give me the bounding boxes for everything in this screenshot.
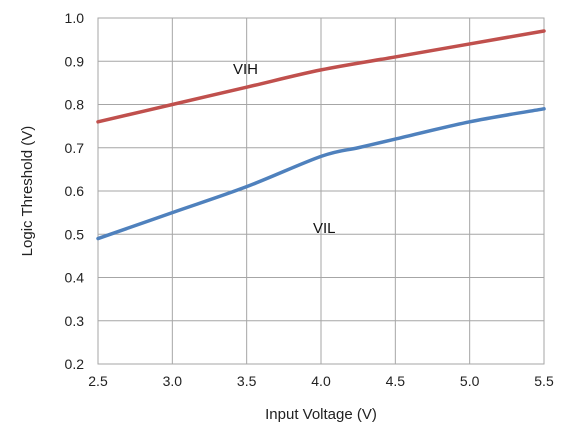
x-tick-label: 4.5 <box>386 373 406 389</box>
y-tick-label: 0.6 <box>65 183 85 199</box>
x-tick-label: 3.5 <box>237 373 257 389</box>
series-line-vil <box>96 107 546 241</box>
y-tick-label: 0.4 <box>65 270 85 286</box>
x-tick-label: 4.0 <box>311 373 331 389</box>
series-label-vil: VIL <box>313 220 336 237</box>
x-tick-label: 5.0 <box>460 373 480 389</box>
y-tick-label: 0.5 <box>65 226 85 242</box>
y-axis-label: Logic Threshold (V) <box>19 126 36 257</box>
series-layer <box>96 29 546 241</box>
series-label-vih: VIH <box>233 61 258 78</box>
y-tick-label: 1.0 <box>65 10 85 26</box>
x-tick-label: 2.5 <box>88 373 108 389</box>
y-tick-label: 0.7 <box>65 140 85 156</box>
x-tick-label: 3.0 <box>163 373 183 389</box>
x-axis-label: Input Voltage (V) <box>265 406 377 423</box>
y-tick-label: 0.3 <box>65 313 85 329</box>
y-tick-label: 0.9 <box>65 53 85 69</box>
y-axis-ticks: 0.2 0.3 0.4 0.5 0.6 0.7 0.8 0.9 1.0 <box>65 10 85 372</box>
grid-lines <box>97 17 545 365</box>
series-line-vih <box>96 29 546 124</box>
x-axis-ticks: 2.5 3.0 3.5 4.0 4.5 5.0 5.5 <box>88 373 554 389</box>
y-tick-label: 0.2 <box>65 356 85 372</box>
y-tick-label: 0.8 <box>65 97 85 113</box>
plot-area <box>97 17 545 365</box>
x-tick-label: 5.5 <box>534 373 554 389</box>
